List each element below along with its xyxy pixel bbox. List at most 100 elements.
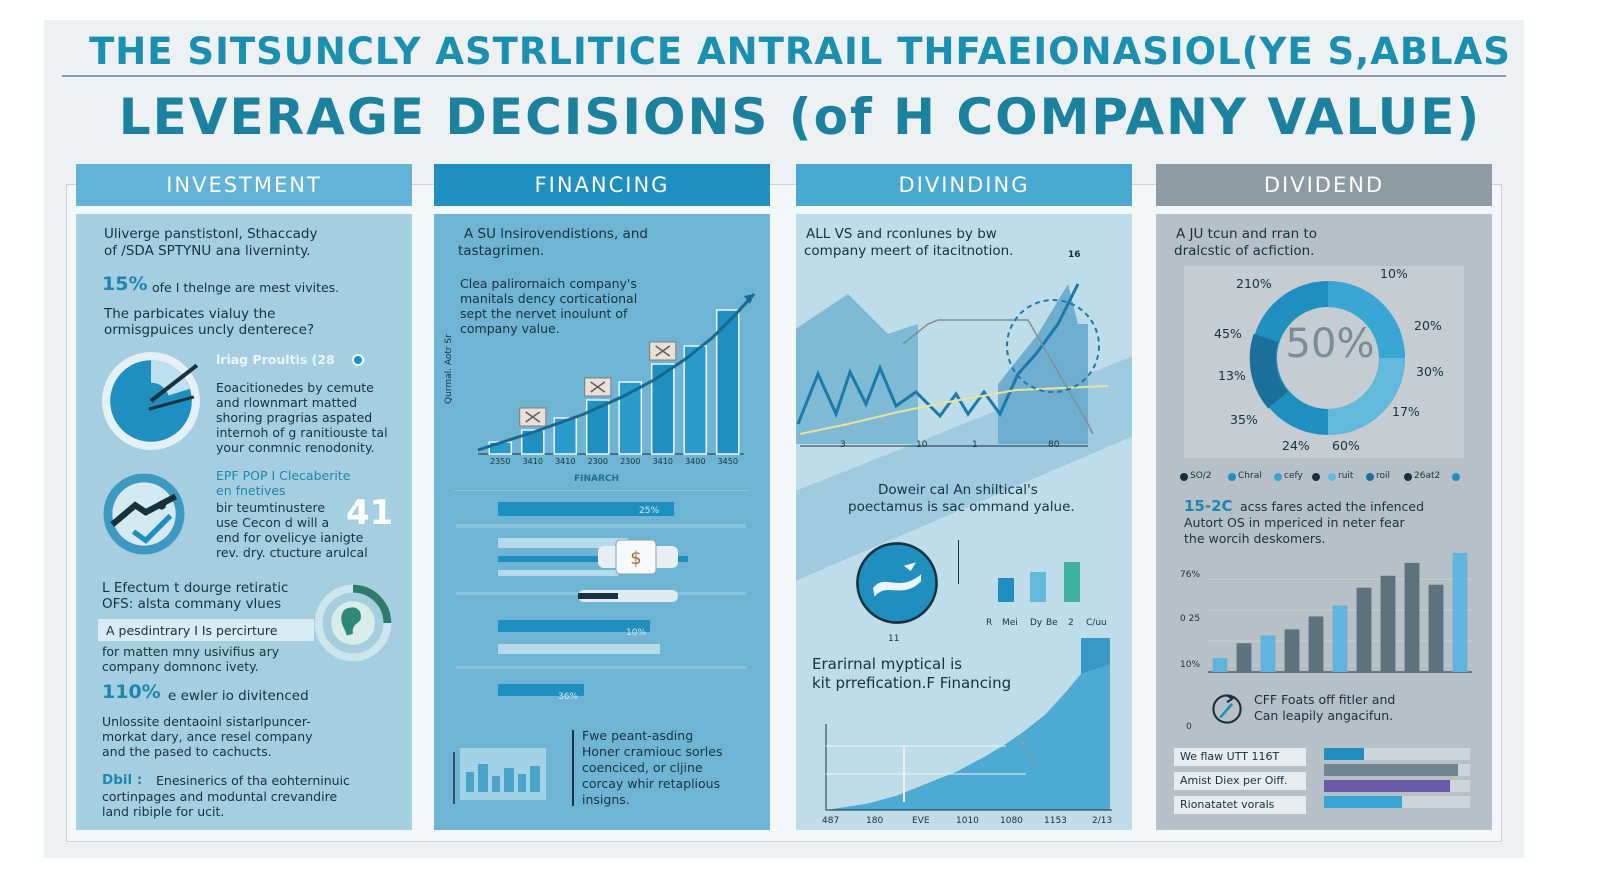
donut-label-6: 30% [1416,364,1444,379]
donut-label-5: 13% [1218,368,1246,383]
small-bar-label-5: 2 [1068,618,1074,628]
table-row: We flaw UTT 116T [1174,748,1306,766]
small-bar-label-6: C/uu [1086,618,1107,628]
legend-label-2: Chral [1238,471,1262,481]
globe-value: 11 [888,634,900,644]
financing-trend-line [477,292,756,452]
financing-row-value-3: 36% [558,692,579,702]
divider [454,490,750,491]
dividend-column: DIVIDEND A JU tcun and rran to dralcstic… [1156,164,1492,830]
small-bar-label-2: Mei [1002,618,1018,628]
feature2-title-1: EPF POP I Clecaberite [216,468,351,483]
legend-swatch [1366,473,1374,481]
dividing-bottom-tick-7: 2/13 [1092,816,1113,826]
dividend-bar [1428,584,1444,672]
pie-chart-icon [102,352,200,450]
financing-x-tick: 2300 [620,457,640,466]
financing-row-bar [498,684,584,696]
table-row-label-2: Amist Diex per Oiff. [1180,774,1288,787]
donut-segment [1327,357,1405,435]
donut-label-3: 45% [1214,326,1242,341]
dividend-bar [1260,635,1276,672]
quote-more-2: company domnonc ivety. [102,659,259,674]
dividing-column: DIVINDING ALL VS and rconlunes by bw com… [796,164,1132,830]
effect-title-1: L Efectum t dourge retiratic [102,580,289,596]
legend-label-6: 26at2 [1414,471,1441,481]
pie-text-3: shoring pragrias aspated [216,410,373,425]
financing-header: FINANCING [434,164,770,206]
investment-header: INVESTMENT [76,164,412,206]
dividing-lower-1: Erarirnal myptical is [812,655,963,673]
dividing-bottom-tick-1: 487 [822,816,840,826]
financing-foot-4: corcay whir retaplious [582,776,721,791]
dividing-mid-2: poectamus is sac ommand yalue. [848,499,1075,515]
area-shape [826,664,1110,810]
donut-label-10: 60% [1332,438,1360,453]
foot-text-2: cortinpages and moduntal crevandire [102,789,338,804]
dividend-bar [1332,605,1348,672]
dividend-bar [1356,587,1372,672]
pie-text-2: and rlownmart matted [216,395,358,410]
dividing-bottom-tick-6: 1153 [1044,816,1067,826]
dividend-y-tick-4: 0 [1186,722,1192,732]
pie-text-4: internoh of g ranitiouste tal [216,425,388,440]
small-bar-chart [998,562,1080,602]
para2-line-1: Unlossite dentaoinl sistarlpuncer- [102,714,311,729]
dividing-tick-4: 80 [1048,440,1060,450]
financing-x-tick: 3410 [653,457,673,466]
pie-text-5: your conmnic renodonity. [216,440,375,455]
bar-marker-x [525,411,541,423]
dividend-bar [1308,616,1324,672]
dividing-line-chart [796,283,1132,581]
legend-label-1: SO/2 [1190,471,1212,481]
dividing-bottom-tick-5: 1080 [1000,816,1023,826]
financing-row-bar [498,502,674,516]
trend-line [902,319,1094,435]
dividing-tick-2: 10 [916,440,928,450]
dividend-bar [1212,658,1228,672]
dividend-bar [1452,552,1468,672]
title-divider [62,75,1506,77]
trend-line [1021,741,1037,767]
small-bar-label-3: Dy [1030,618,1043,628]
small-bar [1064,562,1080,602]
financing-bar [585,399,610,455]
dividend-bar-chart [1208,552,1472,673]
financing-foot-2: Honer cramiouc sorles [582,744,723,759]
dividend-intro-2: dralcstic of acfiction. [1174,243,1315,259]
table-row: Rionatatet vorals [1174,796,1306,814]
foot-label: Dbil : [102,772,143,788]
feature2-text-4: rev. dry. ctucture arulcal [216,545,368,560]
pipe-icon [578,590,678,602]
money-pipe-icon: $ [598,539,678,575]
small-bar [998,578,1014,602]
dividend-bar [1236,643,1252,672]
globe-ring-icon [314,584,392,662]
dividend-bar [1284,629,1300,672]
bar-marker-x [655,345,671,357]
dividend-stat-value: 15-2C [1184,497,1233,515]
dividing-header: DIVINDING [796,164,1132,206]
financing-bar [650,363,675,455]
area-shape [998,284,1088,444]
investment-stat-value: 15% [102,273,148,295]
dividend-stat-text-1: acss fares acted the infenced [1240,499,1425,514]
legend-swatch [1312,473,1320,481]
legend-swatch [1274,473,1282,481]
highlight-circle [1006,299,1100,393]
quote-more-1: for matten mny usivifius ary [102,644,280,659]
page-title: THE SITSUNCLY ASTRLITICE ANTRAIL THFAEIO… [89,30,1511,73]
financing-column: FINANCING A SU lnsirovendistions, and ta… [434,164,770,830]
financing-note-1: Clea palirornaich company's [460,276,637,291]
legend-label-4: ruit [1338,471,1354,481]
donut-label-2: 10% [1380,266,1408,281]
donut-label-7: 35% [1230,412,1258,427]
table-row-label-1: We flaw UTT 116T [1180,750,1280,763]
donut-chart [1249,281,1405,435]
dividend-stat-text-3: the worcih deskomers. [1184,531,1326,546]
donut-center-value: 50% [1285,321,1375,367]
legend-swatch [1328,473,1336,481]
para2-line-3: and the pased to cachucts. [102,744,272,759]
dividend-cff-1: CFF Foats off fitler and [1254,692,1396,707]
area-shape [796,294,918,444]
